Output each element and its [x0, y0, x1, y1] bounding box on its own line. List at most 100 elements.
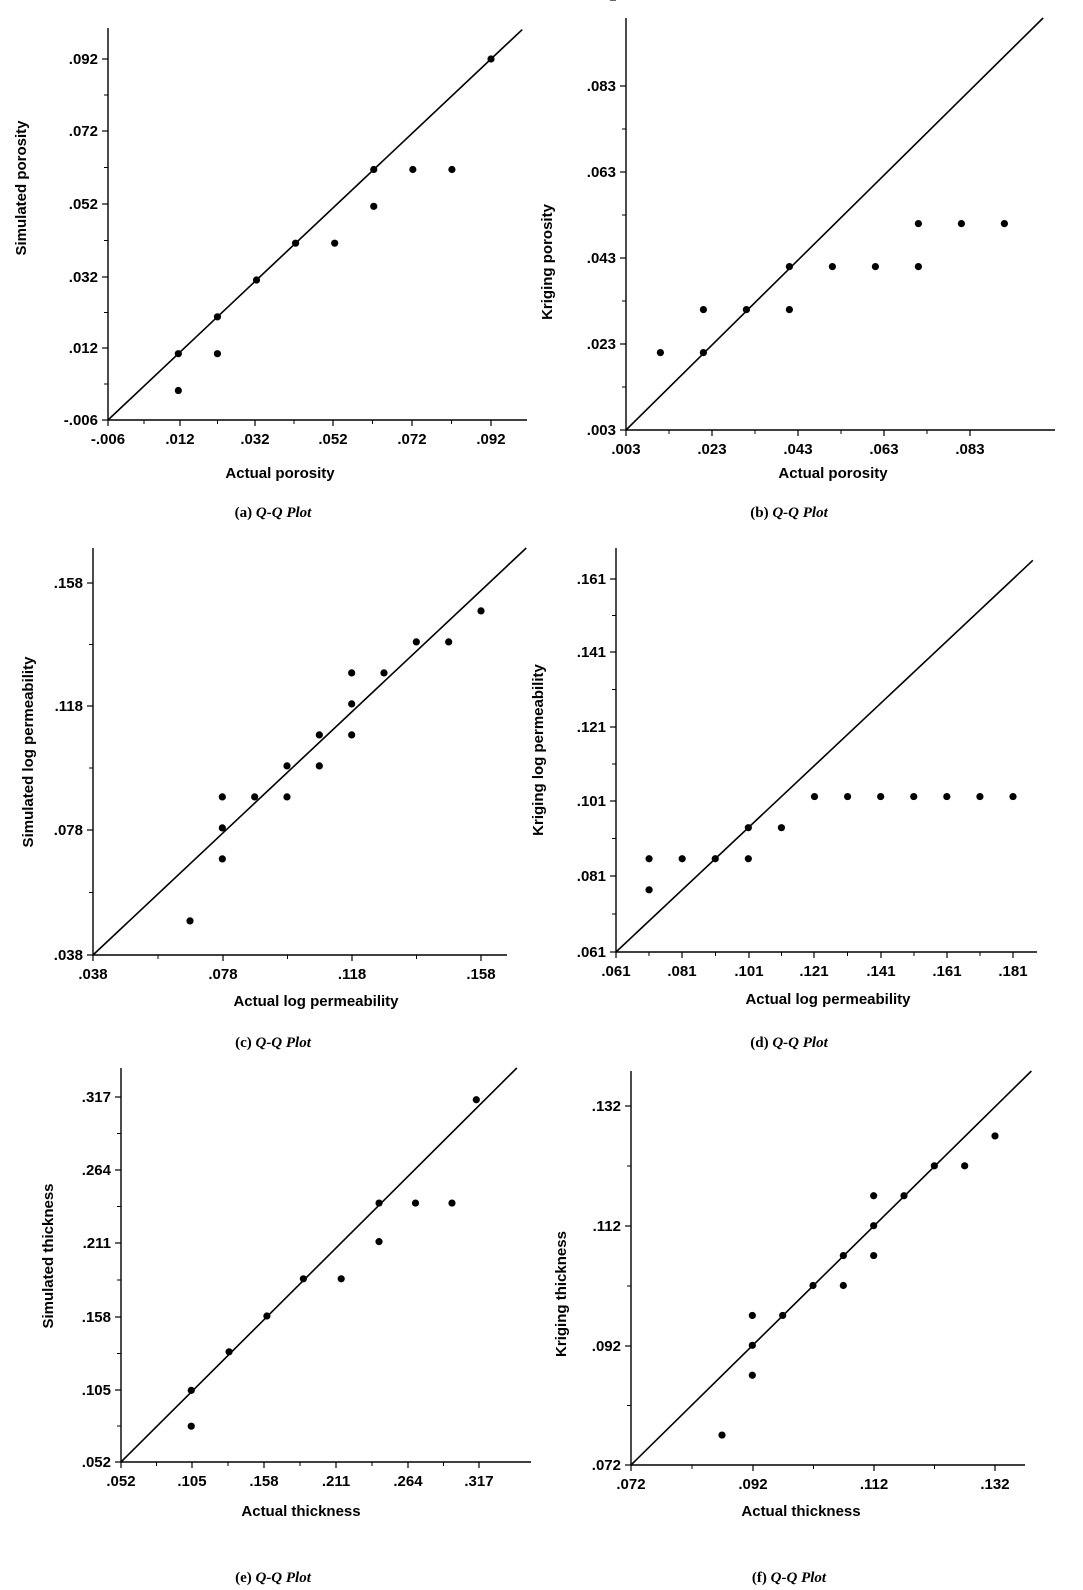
- panel-d-reference-line: [615, 559, 1034, 953]
- panel-f-y-tick-label: .132: [592, 1098, 621, 1115]
- panel-b-data-point: [656, 349, 665, 357]
- panel-f-y-tick-label: .072: [592, 1457, 621, 1474]
- panel-b-data-point: [871, 263, 880, 271]
- panel-e-y-tick-label: .317: [82, 1089, 111, 1106]
- panel-f-x-tick-label: .112: [860, 1476, 888, 1493]
- panel-e-x-tick-label: .317: [464, 1473, 493, 1490]
- panel-f-data-point: [991, 1132, 999, 1140]
- panel-e-data-point: [299, 1275, 307, 1283]
- panel-a-x-axis-title: Actual porosity: [225, 465, 335, 482]
- panel-d-y-tick-label: .101: [577, 793, 606, 810]
- panel-d-data-point: [843, 792, 852, 801]
- panel-f-data-point: [748, 1371, 756, 1379]
- panel-b-data-point: [699, 306, 708, 314]
- panel-f-data-point: [779, 1311, 787, 1320]
- panel-e-x-tick-label: .264: [393, 1473, 423, 1490]
- panel-c-data-point: [477, 607, 485, 615]
- panel-d-data-point: [678, 855, 686, 863]
- panel-d-caption-title: Q-Q Plot: [772, 1035, 828, 1051]
- panel-b-x-tick-label: .043: [783, 441, 812, 458]
- panel-c-caption: (c) Q-Q Plot: [235, 1035, 312, 1051]
- panel-d-y-tick-label: .081: [577, 868, 606, 885]
- panel-f-data-point: [718, 1431, 726, 1439]
- panel-e-x-tick-label: .052: [106, 1473, 135, 1490]
- panel-d-data-point: [777, 824, 786, 832]
- panel-d-caption-prefix: (d): [750, 1035, 772, 1051]
- panel-c-x-tick-label: .038: [78, 966, 107, 983]
- panel-d-data-point: [645, 886, 653, 894]
- panel-c-data-point: [218, 824, 226, 832]
- panel-c-data-point: [186, 917, 194, 925]
- panel-a-data-point: [213, 350, 222, 358]
- panel-d-x-tick-label: .121: [799, 963, 828, 980]
- panel-e-data-point: [263, 1312, 271, 1320]
- panel-a-data-point: [174, 386, 182, 395]
- panel-d-x-tick-label: .141: [866, 963, 895, 980]
- panel-e-data-point: [187, 1422, 195, 1430]
- panel-a-y-tick-label: .012: [69, 340, 98, 357]
- panel-a-x-tick-label: .072: [397, 431, 426, 448]
- panel-a-data-point: [370, 165, 378, 174]
- panel-c-x-axis-title: Actual log permeability: [233, 993, 399, 1010]
- panel-f-data-point: [870, 1251, 878, 1260]
- panel-d-data-point: [711, 855, 719, 863]
- panel-b-data-point: [914, 263, 923, 271]
- panel-f-caption-title: Q-Q Plot: [771, 1570, 827, 1586]
- panel-b-y-tick-label: .003: [587, 422, 616, 439]
- panel-c-y-tick-label: .158: [54, 575, 83, 592]
- panel-c-data-point: [348, 700, 356, 708]
- panel-f-data-point: [900, 1192, 908, 1200]
- panel-f-data-point: [748, 1311, 756, 1320]
- panel-e-data-point: [187, 1386, 195, 1394]
- panel-e-data-point: [411, 1199, 420, 1207]
- panel-c-data-point: [283, 762, 291, 770]
- panel-d-data-point: [943, 792, 951, 801]
- panel-d-y-tick-label: .181: [577, 0, 606, 4]
- panel-f-caption: (f) Q-Q Plot: [752, 1570, 827, 1586]
- panel-f-data-point: [839, 1251, 847, 1260]
- panel-b-data-point: [785, 263, 794, 271]
- panel-f-caption-prefix: (f): [752, 1570, 771, 1586]
- panel-b-x-tick-label: .083: [955, 441, 984, 458]
- panel-e-data-point: [225, 1348, 233, 1356]
- panel-e-data-point: [472, 1096, 480, 1104]
- panel-f-x-tick-label: .132: [980, 1476, 1009, 1493]
- panel-c-caption-title: Q-Q Plot: [255, 1035, 311, 1051]
- panel-a-caption-prefix: (a): [235, 505, 256, 521]
- panel-a-y-tick-label: .072: [69, 123, 98, 140]
- panel-a-caption: (a) Q-Q Plot: [235, 505, 312, 521]
- panel-e-data-point: [375, 1199, 383, 1207]
- panel-b-y-tick-label: .023: [587, 336, 616, 353]
- panel-a-x-tick-label: .012: [165, 431, 194, 448]
- panel-a-x-tick-label: .092: [476, 431, 505, 448]
- panel-a-data-point: [370, 202, 378, 210]
- panel-e-reference-line: [120, 1067, 518, 1463]
- panel-e-data-point: [375, 1238, 383, 1246]
- panel-f-data-point: [870, 1192, 878, 1200]
- panel-b-reference-line: [625, 17, 1044, 431]
- panel-b-y-tick-label: .063: [587, 164, 616, 181]
- panel-a-y-axis-title: Simulated porosity: [13, 120, 30, 256]
- panel-b-data-point: [742, 306, 751, 314]
- panel-e-x-tick-label: .158: [249, 1473, 278, 1490]
- panel-f-x-axis-title: Actual thickness: [741, 1503, 860, 1520]
- panel-b-data-point: [1000, 220, 1009, 228]
- panel-a-data-point: [213, 313, 222, 321]
- panel-d-y-tick-label: .141: [577, 644, 606, 661]
- panel-e-y-tick-label: .211: [83, 1235, 111, 1252]
- panel-c-data-point: [315, 762, 323, 770]
- panel-f-reference-line: [630, 1070, 1032, 1466]
- panel-b-y-axis-title: Kriging porosity: [539, 203, 556, 319]
- panel-d-x-tick-label: .081: [667, 963, 696, 980]
- panel-f-y-tick-label: .112: [593, 1218, 621, 1235]
- panel-b-data-point: [785, 306, 794, 314]
- panel-a-data-point: [409, 165, 417, 174]
- panel-e-y-tick-label: .052: [82, 1454, 111, 1471]
- panel-c-caption-prefix: (c): [235, 1035, 255, 1051]
- panel-c-y-tick-label: .078: [54, 822, 83, 839]
- panel-c-y-tick-label: .038: [54, 947, 83, 964]
- panel-f-data-point: [930, 1162, 938, 1170]
- panel-a-caption-title: Q-Q Plot: [256, 505, 312, 521]
- panel-b-data-point: [914, 220, 923, 228]
- panel-a-x-tick-label: -.006: [91, 431, 125, 448]
